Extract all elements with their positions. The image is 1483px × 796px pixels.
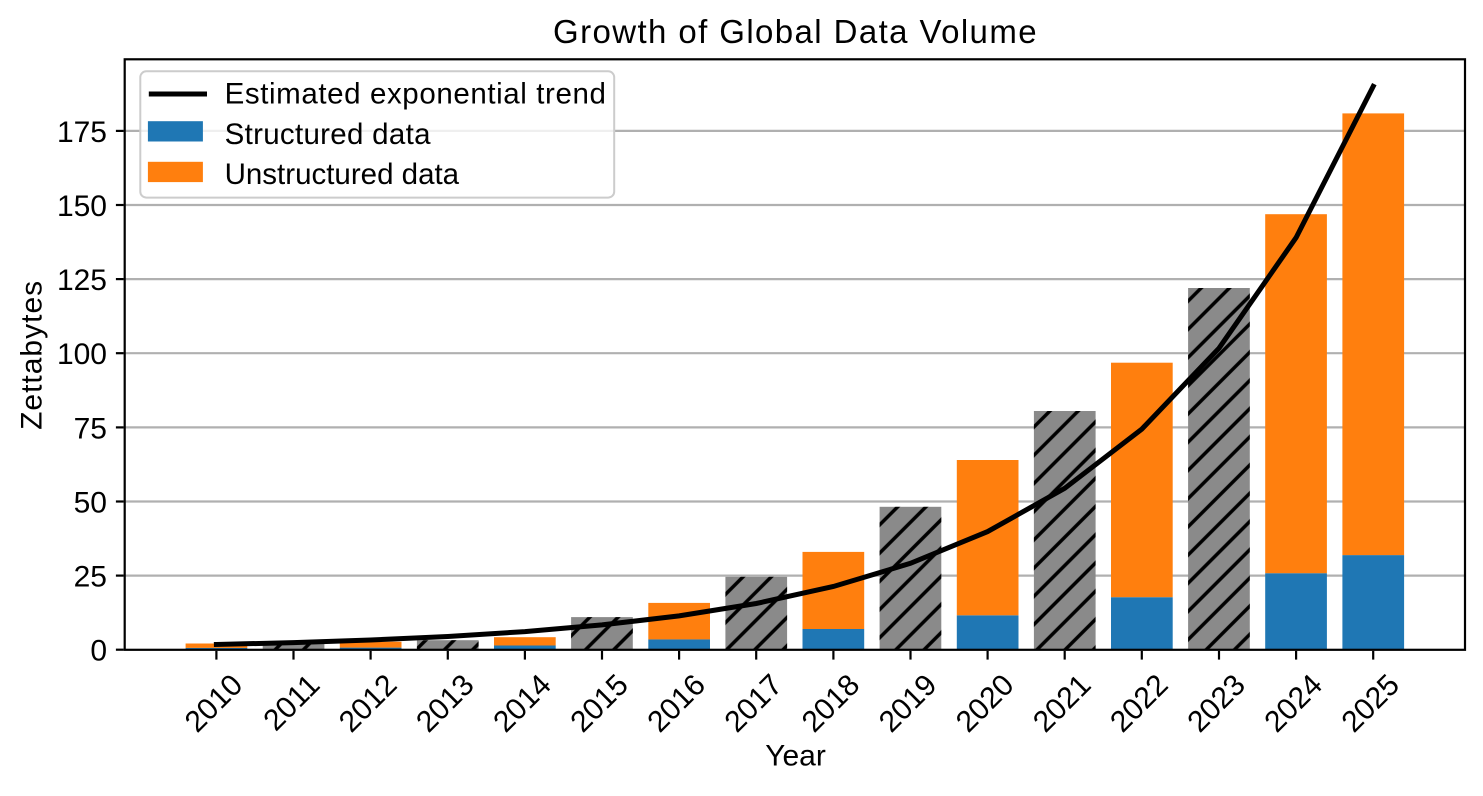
svg-text:100: 100 [57,338,107,371]
svg-text:Year: Year [765,740,826,773]
svg-text:Unstructured data: Unstructured data [225,158,460,191]
svg-text:0: 0 [90,635,107,668]
svg-text:Structured data: Structured data [225,118,431,151]
svg-text:150: 150 [57,190,107,223]
svg-text:75: 75 [74,412,107,445]
svg-text:50: 50 [74,487,107,520]
svg-text:25: 25 [74,561,107,594]
svg-text:Growth of Global Data Volume: Growth of Global Data Volume [553,13,1038,50]
svg-text:125: 125 [57,264,107,297]
svg-text:Estimated exponential trend: Estimated exponential trend [225,78,607,111]
svg-text:175: 175 [57,116,107,149]
svg-text:Zettabytes: Zettabytes [16,280,49,430]
